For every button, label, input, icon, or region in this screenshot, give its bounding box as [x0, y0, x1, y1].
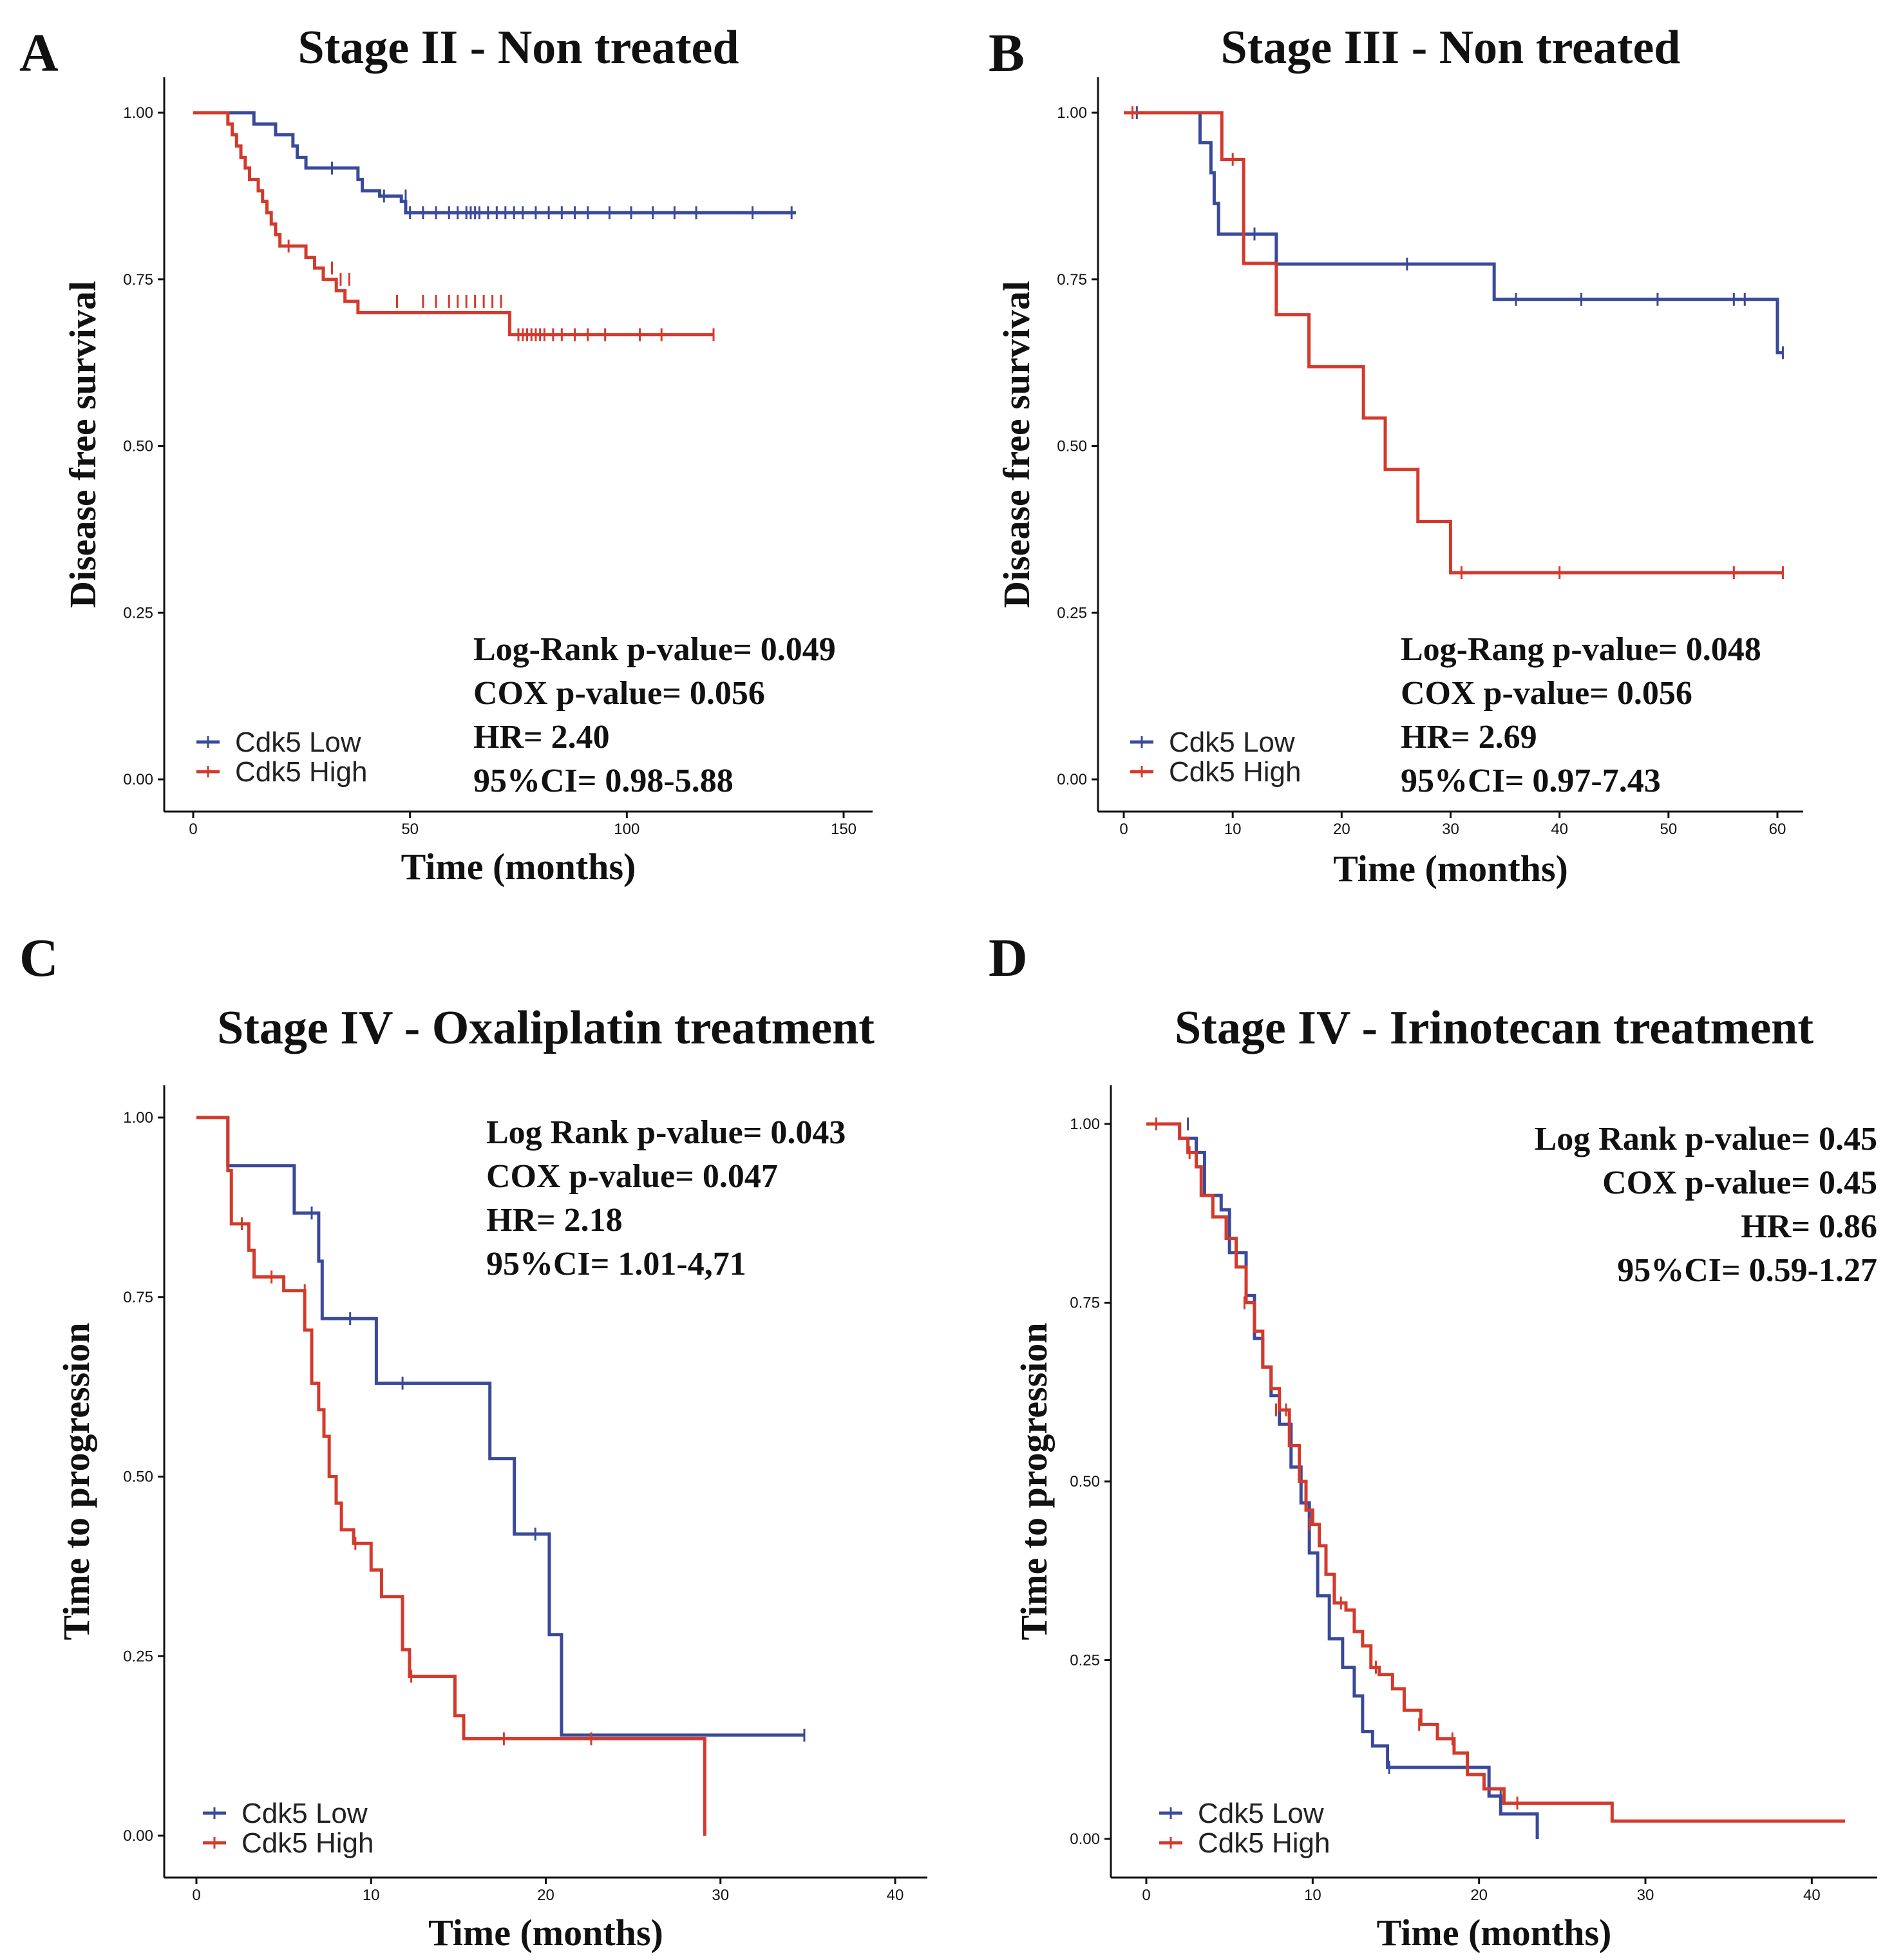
x-tick-label: 0: [1119, 821, 1128, 838]
survival-curve-high: [196, 1116, 706, 1836]
y-tick-label: 1.00: [1070, 1116, 1100, 1133]
y-tick-label: 0.75: [1057, 271, 1087, 289]
y-axis-label: Time to progression: [1013, 1322, 1055, 1640]
stat-line: HR= 0.86: [1741, 1208, 1877, 1245]
stat-line: COX p-value= 0.056: [1401, 675, 1692, 712]
y-tick-label: 0.75: [1070, 1295, 1100, 1312]
stat-line: 95%CI= 0.97-7.43: [1401, 763, 1661, 799]
y-tick-label: 0.25: [1057, 604, 1087, 622]
x-tick-label: 20: [537, 1887, 554, 1904]
x-tick-label: 60: [1769, 821, 1786, 838]
x-tick-label: 100: [614, 821, 639, 838]
stat-line: HR= 2.69: [1401, 719, 1537, 756]
legend-label: Cdk5 Low: [241, 1798, 368, 1829]
x-tick-label: 150: [831, 821, 857, 838]
y-axis-label: Disease free survival: [62, 281, 104, 608]
stat-line: 95%CI= 0.98-5.88: [473, 763, 734, 799]
y-tick-label: 1.00: [123, 1109, 153, 1127]
x-tick-label: 50: [1660, 821, 1677, 838]
panel-letter: D: [989, 928, 1028, 988]
legend-label: Cdk5 Low: [235, 727, 361, 758]
x-tick-label: 10: [1304, 1887, 1321, 1904]
y-tick-label: 0.00: [1070, 1831, 1100, 1848]
stat-line: HR= 2.40: [473, 719, 610, 756]
panel-c: C Stage IV - Oxaliplatin treatment 0.00 0.2…: [19, 928, 927, 1954]
stat-line: Log-Rang p-value= 0.048: [1401, 631, 1761, 668]
stat-line: 95%CI= 0.59-1.27: [1617, 1252, 1877, 1289]
legend-label: Cdk5 High: [241, 1827, 374, 1859]
y-tick-label: 0.00: [123, 771, 153, 788]
y-tick-label: 0.50: [1070, 1473, 1100, 1490]
y-tick-label: 0.00: [123, 1827, 153, 1845]
y-axis-label: Time to progression: [55, 1322, 97, 1640]
x-tick-label: 20: [1470, 1887, 1488, 1904]
legend-label: Cdk5 Low: [1198, 1798, 1324, 1829]
y-tick-label: 0.50: [123, 1469, 153, 1486]
stat-line: Log Rank p-value= 0.45: [1535, 1121, 1877, 1157]
x-tick-label: 30: [712, 1887, 729, 1904]
legend-label: Cdk5 High: [235, 756, 367, 788]
chart-title: Stage III - Non treated: [1221, 21, 1681, 74]
y-tick-label: 0.75: [123, 1289, 153, 1306]
stat-line: COX p-value= 0.45: [1602, 1165, 1877, 1201]
panel-a: A Stage II - Non treated 0.00 0.25 0.50 0.75 1…: [19, 21, 873, 888]
y-tick-label: 0.00: [1057, 771, 1087, 788]
stat-line: Log-Rank p-value= 0.049: [473, 631, 836, 668]
x-tick-label: 0: [189, 821, 197, 838]
stat-line: COX p-value= 0.047: [486, 1158, 778, 1195]
legend-label: Cdk5 High: [1198, 1827, 1330, 1859]
panel-letter: B: [989, 23, 1025, 83]
y-tick-label: 0.50: [1057, 438, 1087, 455]
x-tick-label: 40: [887, 1887, 904, 1904]
y-tick-label: 0.25: [123, 604, 153, 622]
panel-b: B Stage III - Non treated 0.00 0.25 0.50 0.75…: [989, 21, 1803, 890]
x-tick-label: 50: [401, 821, 419, 838]
y-tick-label: 0.50: [123, 438, 153, 455]
panel-letter: A: [19, 23, 59, 83]
survival-curve-high: [193, 111, 714, 337]
stat-line: COX p-value= 0.056: [473, 675, 765, 712]
x-axis-label: Time (months): [1333, 848, 1568, 890]
chart-title: Stage IV - Oxaliplatin treatment: [217, 1002, 875, 1054]
panel-letter: C: [19, 928, 59, 988]
legend-label: Cdk5 High: [1169, 756, 1301, 788]
survival-curve-low: [196, 1116, 804, 1737]
legend-label: Cdk5 Low: [1169, 727, 1295, 758]
y-tick-label: 1.00: [1057, 104, 1087, 122]
y-axis-label: Disease free survival: [996, 281, 1037, 608]
survival-curve-low: [1124, 111, 1783, 355]
survival-curve-high: [1146, 1122, 1845, 1823]
stat-line: HR= 2.18: [486, 1202, 623, 1239]
y-tick-label: 0.75: [123, 271, 153, 289]
survival-curve-low: [1146, 1122, 1539, 1839]
y-tick-label: 1.00: [123, 104, 153, 122]
survival-curve-high: [1124, 111, 1783, 575]
x-axis-label: Time (months): [1377, 1912, 1612, 1954]
chart-title: Stage II - Non treated: [298, 21, 739, 74]
x-tick-label: 0: [192, 1887, 200, 1904]
chart-title: Stage IV - Irinotecan treatment: [1175, 1002, 1813, 1054]
y-tick-label: 0.25: [123, 1648, 153, 1665]
x-tick-label: 10: [1224, 821, 1242, 838]
panel-d: D Stage IV - Irinotecan treatment 0.00 0.25…: [989, 928, 1877, 1954]
x-tick-label: 30: [1637, 1887, 1654, 1904]
x-axis-label: Time (months): [401, 846, 636, 888]
x-tick-label: 40: [1551, 821, 1568, 838]
x-tick-label: 30: [1442, 821, 1459, 838]
survival-curve-low: [193, 111, 796, 214]
x-tick-label: 0: [1142, 1887, 1150, 1904]
stat-line: Log Rank p-value= 0.043: [486, 1114, 846, 1151]
stat-line: 95%CI= 1.01-4,71: [486, 1246, 746, 1282]
x-tick-label: 10: [363, 1887, 380, 1904]
x-tick-label: 40: [1803, 1887, 1821, 1904]
y-tick-label: 0.25: [1070, 1652, 1100, 1670]
x-axis-label: Time (months): [428, 1912, 663, 1954]
x-tick-label: 20: [1333, 821, 1350, 838]
